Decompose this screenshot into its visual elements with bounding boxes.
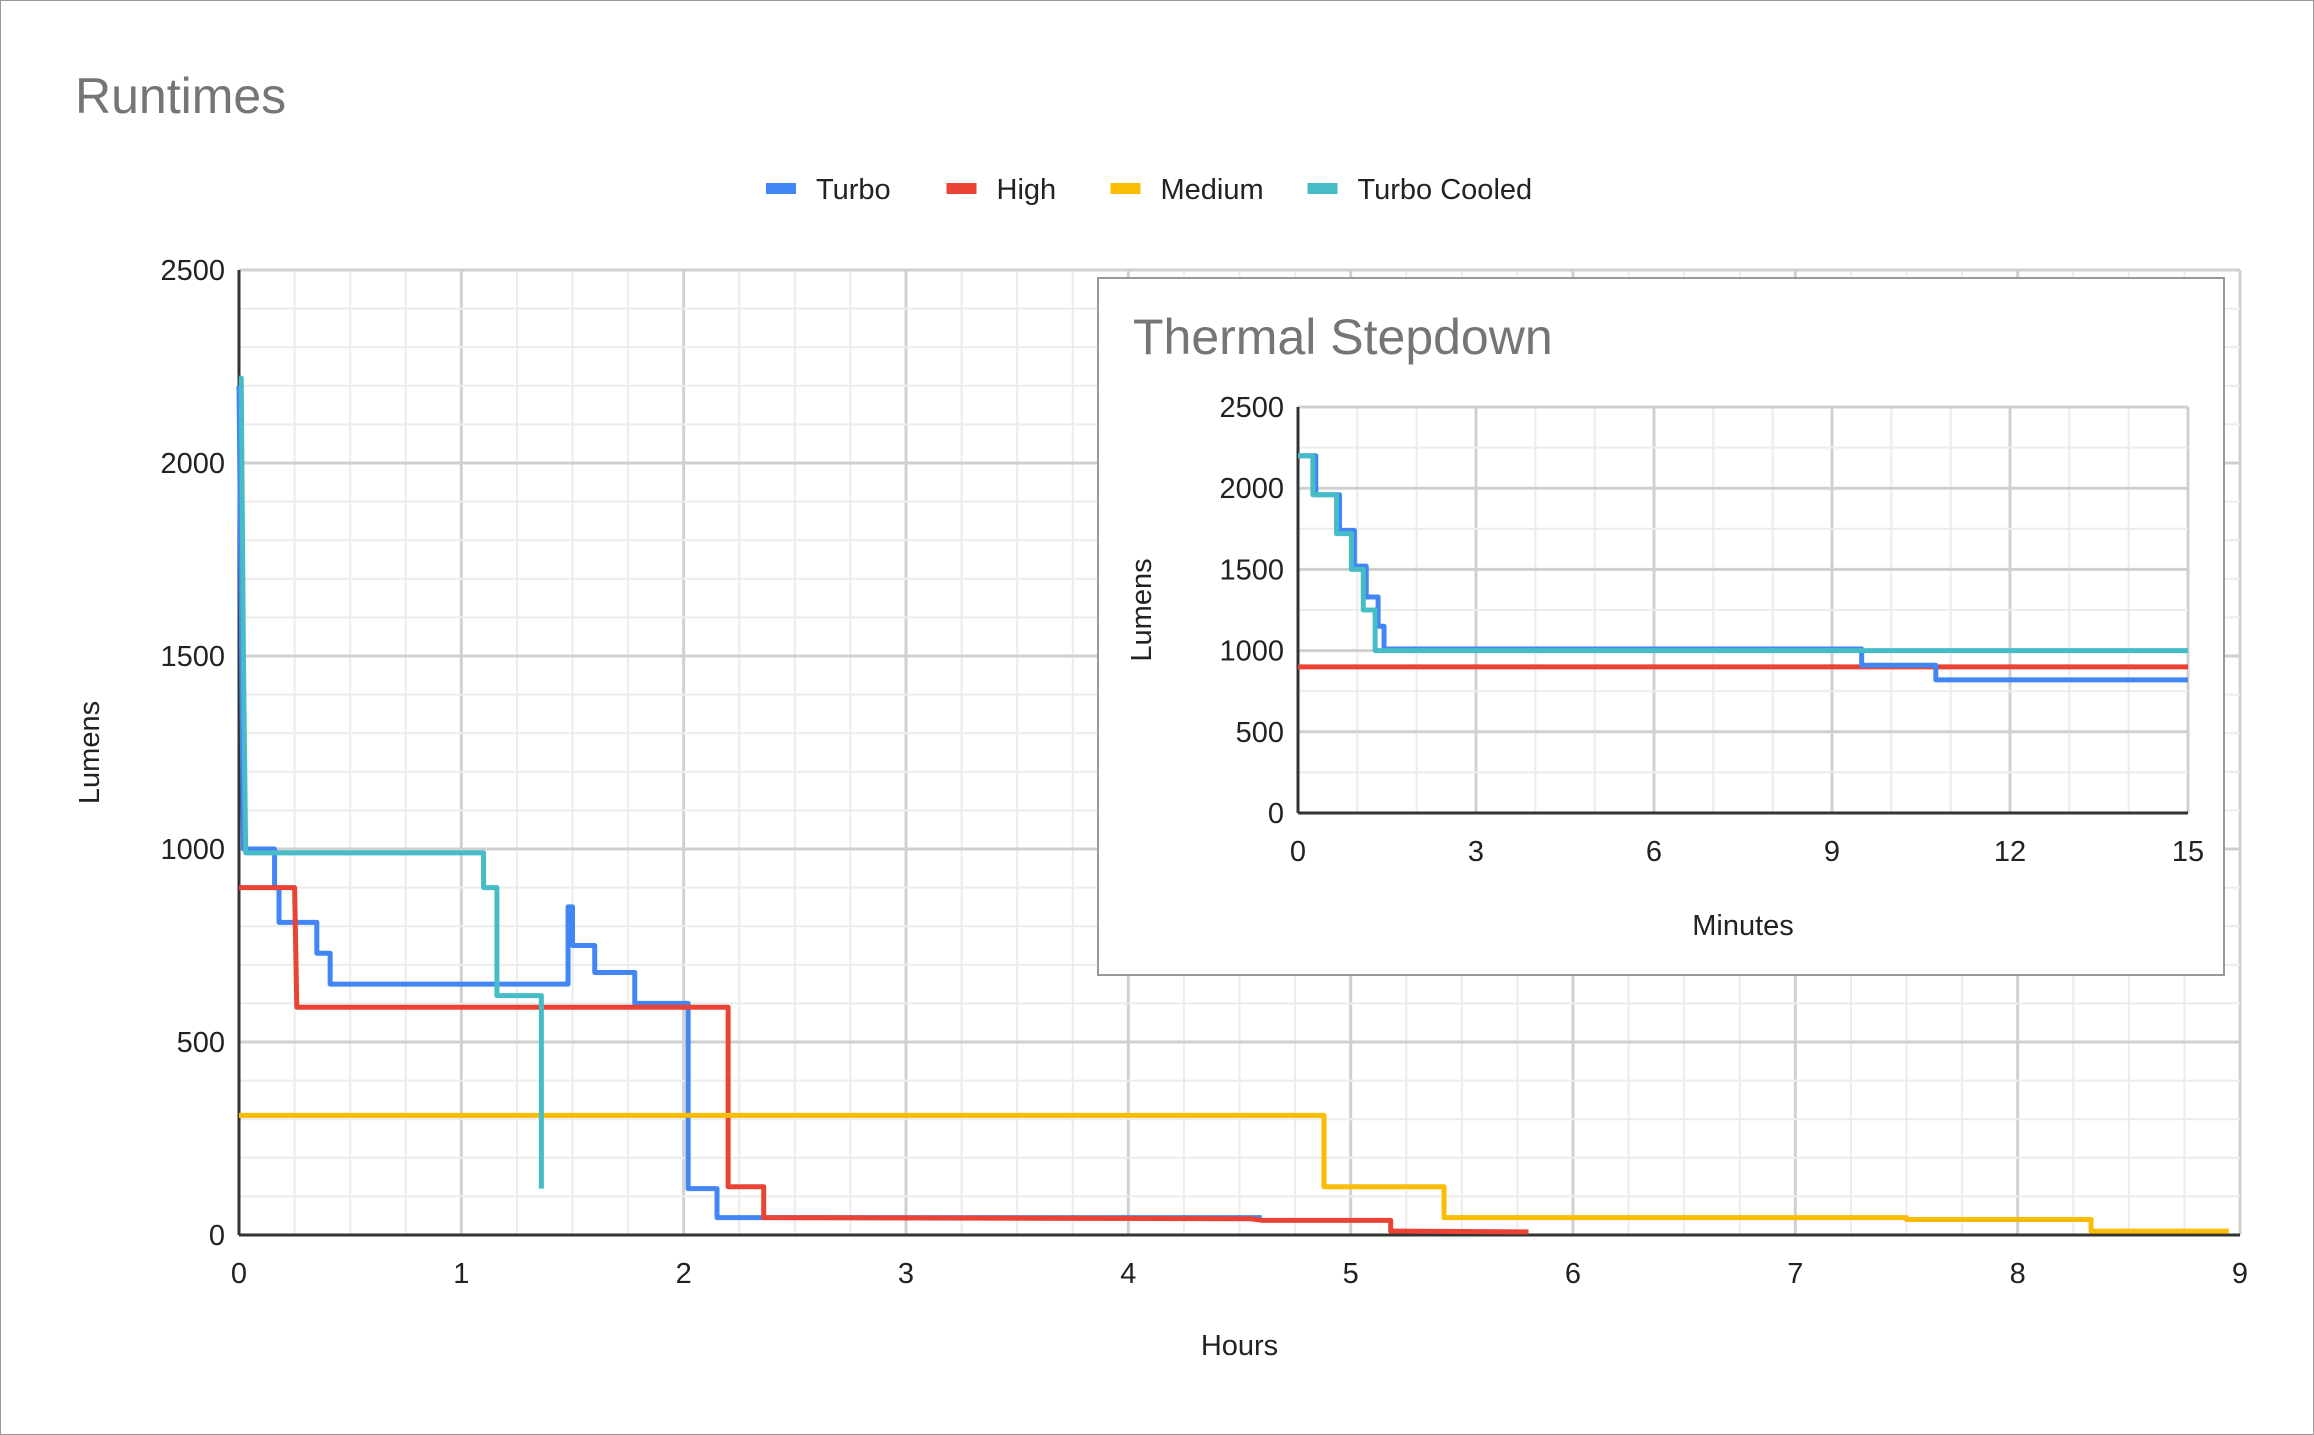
inset-y-tick-label: 2500 [1219,392,1284,424]
inset-chart: 0 3 6 9 12 15 0 500 1000 1500 2000 2500 Minutes Lumen… [1126,309,2204,942]
legend-swatch [766,183,796,194]
main-y-tick-label: 2500 [160,255,225,287]
main-x-tick-label: 7 [1787,1258,1803,1290]
main-x-tick-label: 0 [231,1258,247,1290]
legend-item-high[interactable]: High [946,174,1057,206]
inset-x-tick-label: 9 [1824,836,1840,868]
inset-y-axis-title: Lumens [1126,558,1158,661]
legend-swatch [1110,183,1141,194]
legend-item-medium[interactable]: Medium [1110,174,1264,206]
inset-x-axis-title: Minutes [1692,910,1794,942]
main-y-tick-label: 1500 [160,641,225,673]
inset-x-tick-label: 6 [1646,836,1662,868]
main-y-axis-title: Lumens [74,701,106,804]
inset-y-tick-label: 2000 [1219,473,1284,505]
inset-series-turbo-cooled [1298,453,2188,654]
inset-y-tick-label: 1500 [1219,554,1284,586]
main-y-tick-label: 0 [209,1220,225,1252]
legend-label: Turbo Cooled [1358,174,1533,206]
legend-swatch [946,183,977,194]
inset-x-tick-label: 0 [1290,836,1306,868]
main-y-tick-label: 1000 [160,834,225,866]
main-y-tick-label: 2000 [160,448,225,480]
main-x-tick-label: 5 [1343,1258,1359,1290]
inset-y-tick-label: 1000 [1219,636,1284,668]
main-x-tick-label: 8 [2010,1258,2026,1290]
main-x-tick-label: 4 [1120,1258,1136,1290]
inset-x-tick-label: 12 [1994,836,2026,868]
main-x-tick-label: 6 [1565,1258,1581,1290]
legend-item-turbo[interactable]: Turbo [766,174,891,206]
inset-x-tick-label: 15 [2172,836,2204,868]
legend-label: Turbo [816,174,891,206]
inset-y-tick-label: 500 [1236,717,1284,749]
main-x-tick-label: 3 [898,1258,914,1290]
inset-y-tick-label: 0 [1268,798,1284,830]
main-x-tick-label: 2 [676,1258,692,1290]
legend-swatch [1307,183,1338,194]
legend-label: Medium [1161,174,1264,206]
inset-x-tick-label: 3 [1468,836,1484,868]
legend-item-turbo-cooled[interactable]: Turbo Cooled [1307,174,1533,206]
main-series-turbo-cooled [238,375,544,1189]
main-y-tick-label: 500 [177,1027,225,1059]
inset-chart-box [1097,277,2225,976]
main-x-tick-label: 9 [2232,1258,2248,1290]
inset-chart-title: Thermal Stepdown [1133,309,1553,365]
main-series-high [239,885,1529,1235]
main-series-medium [239,1112,2229,1234]
legend-label: High [997,174,1057,206]
main-x-tick-label: 1 [453,1258,469,1290]
main-chart-title: Runtimes [75,68,286,124]
main-x-axis-title: Hours [1201,1330,1278,1362]
